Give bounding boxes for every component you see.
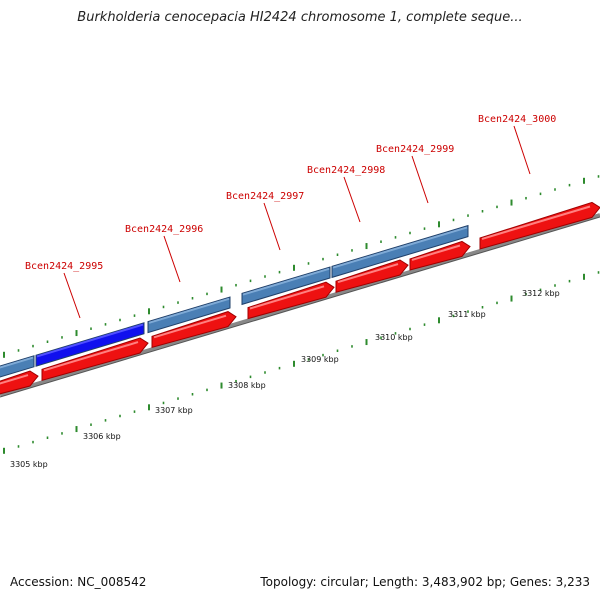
gene-arrow-minus-highlight <box>0 374 29 385</box>
gene-label-leader <box>263 202 281 251</box>
ruler-label: 3307 kbp <box>155 406 193 415</box>
gene-arrow-minus-highlight <box>153 314 227 339</box>
ruler-label: 3310 kbp <box>375 333 413 342</box>
gene-bar-highlight <box>332 226 468 269</box>
gene-bar-plus <box>0 355 35 378</box>
gene-bar-highlight <box>148 297 230 324</box>
ruler-label: 3305 kbp <box>10 460 48 469</box>
accession-text: Accession: NC_008542 <box>10 575 147 589</box>
backbone-line <box>0 213 600 397</box>
gene-arrow-minus <box>151 311 237 349</box>
gene-bar-selected <box>35 322 145 367</box>
gene-label[interactable]: Bcen2424_2999 <box>376 144 454 155</box>
gene-arrow-minus <box>247 281 335 320</box>
gene-labels: Bcen2424_2995 Bcen2424_2996 Bcen2424_2997 B… <box>25 114 556 319</box>
gene-label[interactable]: Bcen2424_2996 <box>125 224 203 235</box>
ruler-label: 3311 kbp <box>448 310 486 319</box>
gene-arrow-minus <box>479 201 600 250</box>
gene-arrow-minus <box>335 259 409 293</box>
backbone-shadow <box>0 216 600 398</box>
ruler-labels: 3305 kbp 3306 kbp 3307 kbp 3308 kbp 3309 kbp… <box>10 289 560 469</box>
gene-label[interactable]: Bcen2424_3000 <box>478 114 556 125</box>
outer-ticks <box>3 175 600 358</box>
ruler-ticks <box>3 271 600 454</box>
genome-summary-text: Topology: circular; Length: 3,483,902 bp… <box>260 575 590 589</box>
gene-label[interactable]: Bcen2424_2995 <box>25 261 103 272</box>
plus-strand-genes <box>0 224 469 378</box>
backbone <box>0 213 600 398</box>
ruler-label: 3308 kbp <box>228 381 266 390</box>
gene-arrow-minus-highlight <box>249 285 325 310</box>
gene-bar-plus <box>147 296 231 334</box>
gene-label-leader <box>163 235 181 283</box>
gene-label[interactable]: Bcen2424_2998 <box>307 165 385 176</box>
gene-label[interactable]: Bcen2424_2997 <box>226 191 304 202</box>
gene-bar-highlight <box>242 267 330 296</box>
gene-label-leader <box>513 125 531 175</box>
gene-arrow-minus <box>41 337 149 382</box>
gene-arrow-minus-highlight <box>411 244 461 261</box>
gene-bar-highlight <box>0 356 34 369</box>
gene-bar-highlight <box>36 323 144 358</box>
ruler-label: 3306 kbp <box>83 432 121 441</box>
gene-label-leader <box>343 176 361 223</box>
gene-arrow-minus <box>409 240 471 271</box>
ruler-label: 3309 kbp <box>301 355 339 364</box>
ruler-label: 3312 kbp <box>522 289 560 298</box>
gene-arrow-minus-highlight <box>43 341 139 372</box>
gene-arrow-minus-highlight <box>337 263 399 284</box>
gene-label-leader <box>411 155 429 204</box>
gene-arrow-minus <box>0 370 39 395</box>
gene-arrow-minus-highlight <box>481 205 591 240</box>
gene-label-leader <box>63 272 81 319</box>
gene-bar-plus <box>331 224 469 279</box>
gene-bar-plus <box>241 266 331 306</box>
page-title: Burkholderia cenocepacia HI2424 chromoso… <box>77 10 523 25</box>
minus-strand-genes <box>0 201 600 395</box>
